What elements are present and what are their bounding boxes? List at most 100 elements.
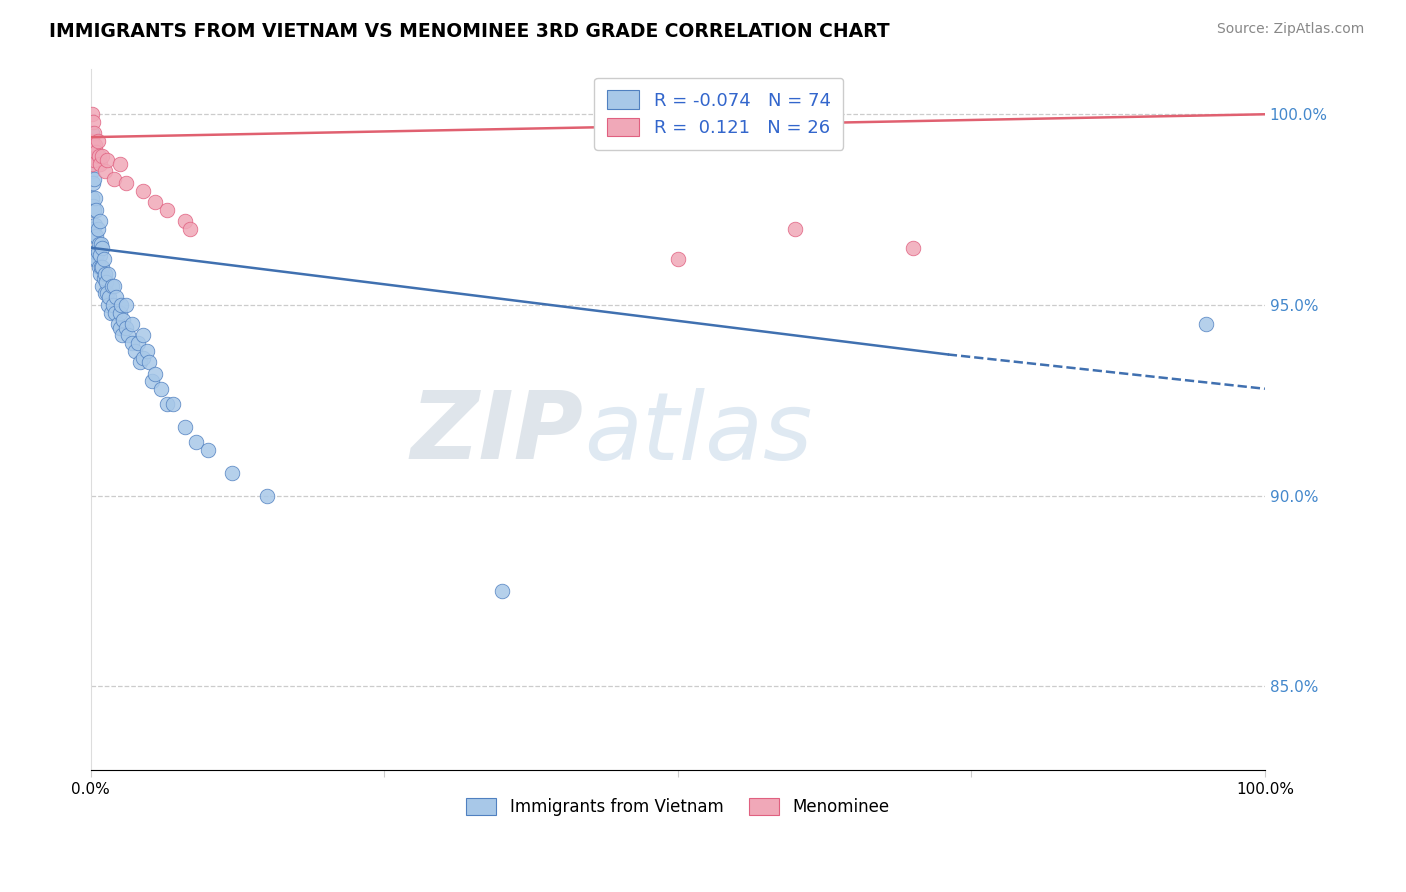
Point	[103, 278, 125, 293]
Point	[80, 157, 103, 171]
Point	[143, 367, 166, 381]
Point	[87, 149, 110, 163]
Point	[121, 317, 143, 331]
Point	[112, 313, 135, 327]
Point	[1195, 317, 1218, 331]
Point	[97, 298, 120, 312]
Point	[96, 153, 118, 167]
Point	[96, 286, 118, 301]
Point	[179, 221, 201, 235]
Point	[124, 343, 146, 358]
Point	[86, 145, 108, 160]
Point	[121, 336, 143, 351]
Point	[901, 241, 924, 255]
Point	[110, 298, 132, 312]
Point	[90, 260, 112, 274]
Point	[89, 268, 111, 282]
Point	[83, 126, 105, 140]
Point	[256, 489, 278, 503]
Point	[108, 305, 131, 319]
Point	[117, 328, 139, 343]
Point	[80, 126, 103, 140]
Point	[173, 420, 195, 434]
Point	[111, 328, 134, 343]
Point	[82, 199, 104, 213]
Point	[132, 184, 155, 198]
Point	[89, 248, 111, 262]
Point	[93, 286, 115, 301]
Point	[132, 351, 155, 366]
Point	[91, 241, 114, 255]
Point	[101, 298, 124, 312]
Point	[108, 320, 131, 334]
Point	[115, 298, 138, 312]
Point	[82, 145, 104, 160]
Point	[115, 176, 138, 190]
Point	[666, 252, 689, 267]
Point	[127, 336, 149, 351]
Point	[138, 355, 160, 369]
Point	[90, 236, 112, 251]
Point	[103, 172, 125, 186]
Point	[785, 221, 807, 235]
Text: atlas: atlas	[583, 388, 813, 479]
Point	[162, 397, 184, 411]
Point	[86, 252, 108, 267]
Point	[132, 328, 155, 343]
Point	[173, 214, 195, 228]
Point	[136, 343, 159, 358]
Point	[82, 221, 104, 235]
Point	[100, 278, 122, 293]
Point	[83, 252, 105, 267]
Point	[93, 271, 115, 285]
Point	[156, 397, 179, 411]
Point	[83, 172, 105, 186]
Point	[83, 153, 105, 167]
Text: Source: ZipAtlas.com: Source: ZipAtlas.com	[1216, 22, 1364, 37]
Point	[115, 320, 138, 334]
Point	[186, 435, 208, 450]
Point	[84, 137, 107, 152]
Point	[89, 214, 111, 228]
Point	[91, 149, 114, 163]
Text: IMMIGRANTS FROM VIETNAM VS MENOMINEE 3RD GRADE CORRELATION CHART: IMMIGRANTS FROM VIETNAM VS MENOMINEE 3RD…	[49, 22, 890, 41]
Point	[197, 442, 219, 457]
Point	[82, 115, 104, 129]
Point	[80, 191, 103, 205]
Point	[105, 290, 128, 304]
Point	[141, 374, 163, 388]
Point	[104, 305, 127, 319]
Point	[100, 305, 122, 319]
Point	[86, 229, 108, 244]
Point	[80, 164, 103, 178]
Point	[91, 278, 114, 293]
Point	[143, 194, 166, 209]
Point	[108, 157, 131, 171]
Point	[91, 260, 114, 274]
Point	[87, 260, 110, 274]
Point	[150, 382, 173, 396]
Point	[86, 244, 108, 259]
Point	[86, 134, 108, 148]
Point	[107, 317, 129, 331]
Point	[84, 218, 107, 232]
Legend: Immigrants from Vietnam, Menominee: Immigrants from Vietnam, Menominee	[458, 790, 897, 825]
Point	[93, 268, 115, 282]
Point	[93, 164, 115, 178]
Point	[80, 107, 103, 121]
Point	[83, 202, 105, 217]
Point	[80, 134, 103, 148]
Point	[93, 252, 115, 267]
Point	[82, 137, 104, 152]
Point	[83, 229, 105, 244]
Point	[87, 236, 110, 251]
Point	[89, 157, 111, 171]
Point	[84, 191, 107, 205]
Point	[221, 466, 243, 480]
Point	[129, 355, 152, 369]
Point	[491, 583, 513, 598]
Point	[82, 176, 104, 190]
Point	[156, 202, 179, 217]
Text: ZIP: ZIP	[411, 387, 583, 479]
Point	[86, 202, 108, 217]
